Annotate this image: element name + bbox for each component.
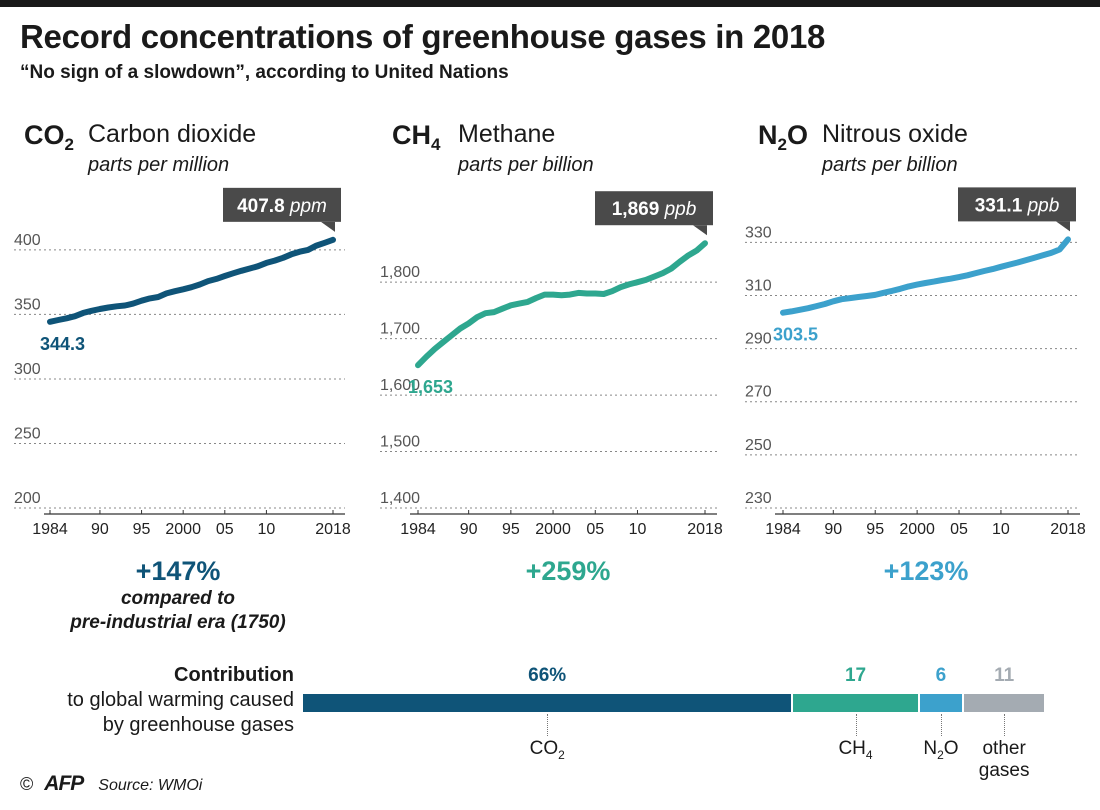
page-title: Record concentrations of greenhouse gase… (20, 18, 826, 55)
co2-callout-text: 407.8 ppm (237, 196, 327, 217)
co2-y-tick-label: 300 (14, 361, 41, 378)
co2-y-tick-label: 400 (14, 232, 41, 249)
ch4-y-tick-label: 1,400 (380, 490, 420, 507)
ch4-start-label: 1,653 (408, 377, 453, 397)
co2-chart-group: 200 250 300 350 400 1984 90 95 2000 05 10 2018 344.3… (14, 187, 351, 538)
n2o-change: +123% (883, 556, 969, 586)
n2o-contribution-segment (919, 694, 963, 712)
n2o-y-tick-label: 290 (745, 331, 772, 348)
ch4-contribution-value: 17 (844, 665, 867, 686)
n2o-leader-line (940, 714, 942, 736)
co2-y-tick-label: 350 (14, 296, 41, 313)
top-rule (0, 0, 1100, 7)
n2o-contribution-value: 6 (935, 665, 947, 686)
ch4-y-tick-label: 1,700 (380, 321, 420, 338)
ch4-y-tick-label: 1,800 (380, 264, 420, 281)
other-contribution-segment (964, 694, 1044, 712)
n2o-contribution-name: N2O (923, 738, 959, 762)
other-contribution-name: other gases (978, 738, 1030, 781)
page-subtitle: “No sign of a slowdown”, according to Un… (20, 62, 509, 83)
n2o-y-tick-label: 270 (745, 384, 772, 401)
n2o-x-tick-label: 2000 (899, 521, 935, 538)
ch4-y-tick-label: 1,500 (380, 434, 420, 451)
co2-contribution-name: CO2 (529, 738, 565, 762)
co2-x-tick-label: 90 (91, 521, 109, 538)
co2-leader-line (547, 714, 549, 736)
co2-x-tick-label: 05 (216, 521, 234, 538)
n2o-y-tick-label: 330 (745, 224, 772, 241)
co2-y-tick-label: 250 (14, 425, 41, 442)
footer-credit: © AFP Source: WMOi (20, 772, 202, 796)
co2-end-callout: 407.8 ppm (223, 187, 341, 232)
contribution-description: to global warming caused by greenhouse g… (67, 689, 294, 736)
co2-x-tick-label: 2018 (315, 521, 351, 538)
n2o-x-tick-label: 1984 (765, 521, 801, 538)
afp-logo: AFP (44, 772, 84, 795)
co2-note: compared to pre-industrial era (1750) (70, 588, 286, 633)
co2-contribution-segment (303, 694, 792, 712)
n2o-chart-group: 230 250 270 290 310 330 1984 90 95 2000 05 10 2018 30… (745, 187, 1086, 538)
ch4-x-tick-label: 10 (629, 521, 647, 538)
ch4-chart-group: 1,400 1,500 1,600 1,700 1,800 1984 90 95 2000 05 1… (380, 191, 723, 538)
source-text: Source: WMOi (98, 777, 203, 794)
ch4-x-tick-label: 90 (460, 521, 478, 538)
n2o-end-callout: 331.1 ppb (958, 187, 1076, 232)
ch4-callout-text: 1,869 ppb (612, 199, 697, 220)
co2-x-tick-label: 95 (133, 521, 151, 538)
ch4-y-tick-label: 1,600 (380, 377, 420, 394)
ch4-leader-line (855, 714, 857, 736)
co2-x-tick-label: 10 (258, 521, 276, 538)
ch4-contribution-name: CH4 (838, 738, 873, 762)
n2o-name: Nitrous oxide (822, 120, 968, 148)
n2o-callout-text: 331.1 ppb (975, 195, 1060, 216)
n2o-x-tick-label: 95 (866, 521, 884, 538)
n2o-x-tick-label: 2018 (1050, 521, 1086, 538)
co2-name: Carbon dioxide (88, 120, 257, 148)
other-leader-line (1004, 714, 1006, 736)
n2o-callout-pointer (1056, 221, 1070, 232)
ch4-x-tick-label: 95 (502, 521, 520, 538)
n2o-y-tick-label: 230 (745, 490, 772, 507)
ch4-x-tick-label: 2018 (687, 521, 723, 538)
n2o-formula: N2O (758, 120, 808, 154)
co2-x-tick-label: 2000 (165, 521, 201, 538)
ch4-unit: parts per billion (458, 154, 594, 176)
ch4-callout-box (595, 191, 713, 226)
n2o-x-tick-label: 90 (824, 521, 842, 538)
ch4-end-callout: 1,869 ppb (595, 191, 713, 236)
ch4-name: Methane (458, 120, 556, 148)
co2-y-tick-label: 200 (14, 490, 41, 507)
ch4-series-line (415, 240, 708, 369)
n2o-series-line (780, 236, 1071, 316)
copyright-symbol: © (20, 774, 34, 794)
co2-formula: CO2 (24, 120, 74, 154)
ch4-contribution-segment (793, 694, 918, 712)
n2o-y-tick-label: 250 (745, 437, 772, 454)
n2o-start-label: 303.5 (773, 325, 818, 345)
n2o-x-tick-label: 10 (992, 521, 1010, 538)
ch4-x-tick-label: 2000 (535, 521, 571, 538)
co2-unit: parts per million (88, 154, 230, 176)
n2o-y-tick-label: 310 (745, 277, 772, 294)
ch4-change: +259% (525, 556, 611, 586)
co2-series-line (47, 236, 336, 325)
co2-line-chart: 200 250 300 350 400 1984 90 95 2000 05 10 2018 344.3… (14, 187, 1086, 538)
co2-x-tick-label: 1984 (32, 521, 68, 538)
ch4-x-tick-label: 1984 (400, 521, 436, 538)
co2-start-label: 344.3 (40, 334, 85, 354)
ch4-formula: CH4 (392, 120, 441, 154)
n2o-unit: parts per billion (822, 154, 958, 176)
other-contribution-value: 11 (994, 665, 1015, 686)
ch4-callout-pointer (693, 225, 707, 236)
co2-change: +147% (135, 556, 221, 586)
n2o-callout-box (958, 187, 1076, 222)
ch4-x-tick-label: 05 (586, 521, 604, 538)
co2-callout-pointer (321, 221, 335, 232)
contribution-heading: Contribution (174, 664, 294, 686)
co2-contribution-value: 66% (528, 665, 567, 686)
n2o-x-tick-label: 05 (950, 521, 968, 538)
co2-callout-box (223, 187, 341, 222)
